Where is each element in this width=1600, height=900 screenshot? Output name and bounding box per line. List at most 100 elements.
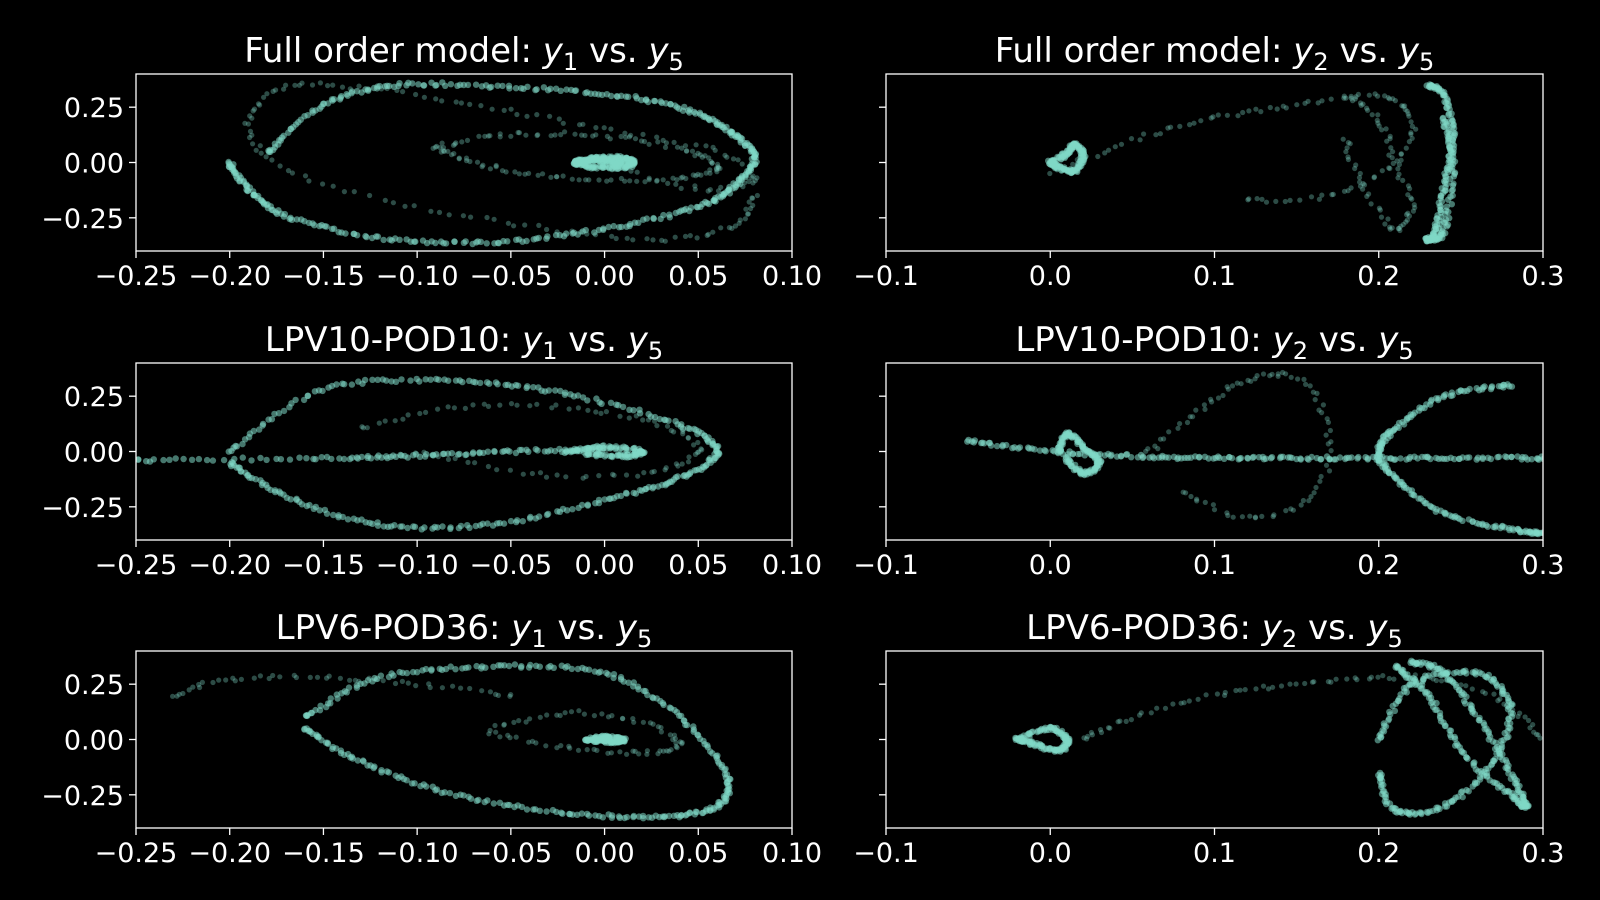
- x-tick-label: −0.25: [95, 838, 178, 869]
- data-point: [312, 456, 319, 463]
- data-point: [277, 163, 283, 169]
- data-point: [225, 158, 232, 166]
- data-point: [618, 175, 625, 182]
- data-point: [404, 524, 411, 532]
- data-point: [257, 477, 264, 484]
- data-point: [456, 156, 462, 162]
- data-point: [1487, 385, 1495, 393]
- data-point: [1522, 714, 1528, 720]
- title-xvar: y: [521, 320, 543, 360]
- data-point: [561, 391, 569, 398]
- data-point: [1387, 226, 1393, 232]
- data-point: [428, 666, 435, 673]
- data-point: [534, 112, 540, 118]
- data-point: [1357, 100, 1364, 106]
- data-point: [472, 81, 480, 88]
- data-point: [1443, 203, 1450, 210]
- data-point: [441, 148, 447, 154]
- data-point: [479, 164, 485, 170]
- series-2: [1047, 91, 1419, 205]
- data-point: [487, 133, 493, 139]
- data-point: [1233, 687, 1239, 694]
- data-point: [259, 420, 267, 428]
- data-point: [572, 87, 580, 94]
- data-point: [319, 387, 326, 395]
- data-point: [484, 520, 491, 527]
- data-point: [1325, 679, 1331, 685]
- data-point: [596, 473, 602, 479]
- data-point: [548, 133, 554, 139]
- data-point: [1148, 710, 1154, 716]
- data-point: [352, 677, 358, 683]
- data-point: [678, 185, 684, 191]
- data-point: [172, 455, 179, 462]
- data-point: [316, 222, 323, 230]
- data-point: [1403, 219, 1409, 225]
- data-point: [679, 425, 687, 432]
- data-point: [336, 455, 343, 462]
- data-point: [673, 743, 679, 750]
- data-point: [1403, 145, 1409, 151]
- data-point: [568, 709, 575, 715]
- data-point: [1365, 107, 1371, 113]
- data-point: [1476, 669, 1483, 676]
- data-point: [1326, 468, 1333, 474]
- data-point: [645, 814, 652, 821]
- data-point: [433, 81, 440, 89]
- data-point: [472, 522, 479, 530]
- x-tick-label: −0.05: [469, 550, 552, 581]
- data-point: [465, 793, 472, 800]
- data-point: [654, 423, 660, 429]
- data-point: [655, 724, 661, 730]
- data-point: [1258, 109, 1264, 115]
- data-point: [238, 676, 244, 683]
- data-point: [689, 148, 696, 154]
- data-point: [1187, 414, 1193, 420]
- data-point: [420, 82, 428, 89]
- data-point: [499, 82, 506, 90]
- data-point: [623, 134, 629, 140]
- data-point: [453, 99, 459, 105]
- data-point: [270, 672, 276, 679]
- data-point: [583, 177, 589, 183]
- data-point: [1412, 678, 1420, 685]
- data-point: [501, 721, 507, 727]
- data-point: [452, 455, 458, 462]
- data-point: [314, 674, 321, 680]
- series-3: [1392, 657, 1532, 811]
- data-point: [1345, 188, 1351, 194]
- data-point: [735, 157, 741, 163]
- data-point: [476, 133, 482, 139]
- data-point: [1491, 691, 1497, 697]
- data-point: [675, 463, 681, 469]
- data-point: [493, 164, 499, 170]
- data-point: [403, 236, 410, 243]
- data-point: [649, 469, 655, 475]
- data-point: [1170, 701, 1176, 707]
- title-vs: vs.: [1308, 320, 1378, 360]
- data-point: [750, 180, 756, 186]
- data-point: [1222, 689, 1228, 696]
- title-text: LPV10-POD10:: [265, 320, 522, 360]
- data-point: [1244, 454, 1251, 462]
- data-point: [1308, 194, 1315, 200]
- data-point: [1371, 174, 1377, 180]
- data-point: [1221, 455, 1228, 462]
- data-point: [702, 153, 708, 159]
- data-point: [562, 710, 568, 716]
- data-point: [1177, 421, 1183, 427]
- data-point: [1383, 126, 1389, 132]
- data-point: [392, 418, 398, 424]
- data-point: [673, 740, 679, 746]
- data-point: [1366, 191, 1372, 197]
- data-point: [685, 459, 692, 465]
- x-tick-label: 0.05: [668, 838, 728, 869]
- data-point: [1118, 452, 1125, 459]
- data-point: [1062, 454, 1070, 461]
- data-point: [699, 154, 706, 160]
- data-point: [1315, 100, 1321, 106]
- data-point: [1378, 214, 1385, 220]
- data-point: [1463, 683, 1469, 689]
- data-point: [350, 515, 357, 522]
